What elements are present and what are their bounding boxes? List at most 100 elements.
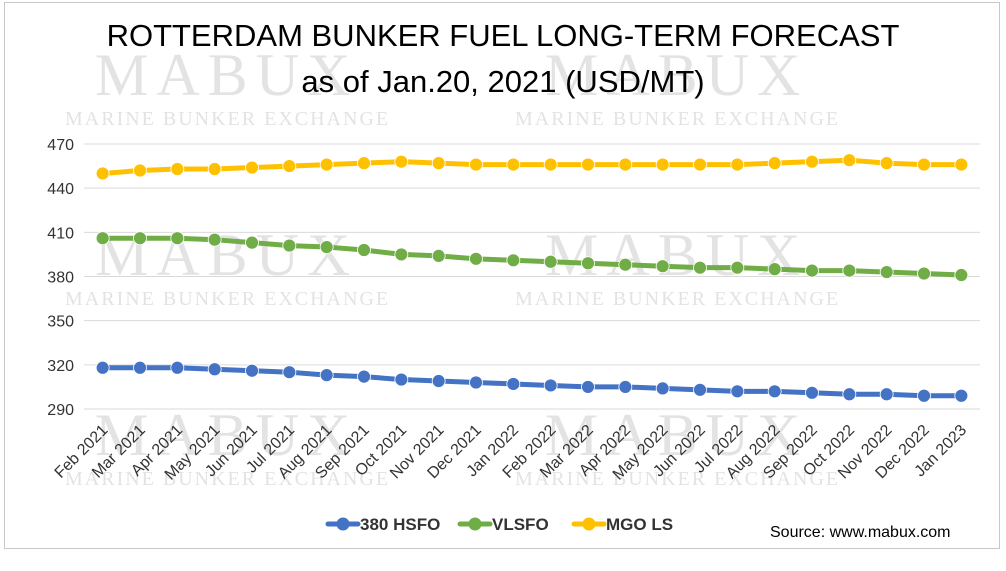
data-point-vlsfo [618, 257, 633, 272]
data-point-vlsfo [207, 232, 222, 247]
data-point-380-hsfo [618, 380, 633, 394]
data-point-mgo-ls [693, 157, 707, 172]
y-tick-label: 410 [47, 225, 74, 242]
data-point-380-hsfo [730, 384, 745, 399]
y-tick-label: 440 [47, 181, 74, 198]
data-point-mgo-ls [357, 156, 371, 171]
y-tick-label: 380 [47, 270, 74, 287]
data-point-380-hsfo [207, 362, 222, 377]
legend-label-vlsfo: VLSFO [492, 515, 549, 534]
data-point-vlsfo [133, 231, 147, 246]
data-point-vlsfo [730, 260, 745, 275]
y-tick-label: 290 [47, 402, 74, 419]
chart-title-line1: ROTTERDAM BUNKER FUEL LONG-TERM FORECAST [106, 18, 900, 53]
data-point-mgo-ls [319, 157, 334, 172]
data-point-mgo-ls [506, 157, 521, 172]
data-point-mgo-ls [245, 160, 259, 175]
data-point-mgo-ls [394, 154, 409, 169]
data-point-380-hsfo [319, 368, 334, 383]
data-point-mgo-ls [805, 154, 819, 169]
data-point-380-hsfo [245, 363, 259, 378]
data-point-vlsfo [954, 268, 969, 282]
data-point-mgo-ls [95, 166, 110, 181]
watermark-tagline: MARINE BUNKER EXCHANGE [515, 468, 840, 490]
data-point-mgo-ls [730, 157, 745, 172]
data-point-vlsfo [506, 253, 521, 268]
data-point-mgo-ls [282, 159, 297, 173]
data-point-vlsfo [95, 231, 110, 246]
data-point-380-hsfo [655, 381, 670, 396]
legend-label-380-hsfo: 380 HSFO [360, 515, 440, 534]
data-point-380-hsfo [282, 365, 297, 380]
data-point-mgo-ls [917, 157, 931, 172]
data-point-vlsfo [581, 256, 595, 271]
data-point-vlsfo [842, 263, 857, 278]
legend-marker-vlsfo [468, 517, 482, 531]
y-tick-label: 320 [47, 358, 74, 375]
data-point-mgo-ls [170, 162, 185, 176]
watermark-tagline: MARINE BUNKER EXCHANGE [65, 468, 390, 490]
data-point-380-hsfo [469, 375, 483, 390]
watermark-tagline: MARINE BUNKER EXCHANGE [65, 108, 390, 130]
y-tick-label: 350 [47, 314, 74, 331]
series-line-380-hsfo [102, 365, 962, 399]
legend-marker-380-hsfo [336, 517, 350, 531]
data-point-380-hsfo [133, 360, 147, 375]
data-point-380-hsfo [394, 372, 409, 387]
data-point-380-hsfo [543, 378, 558, 393]
data-point-vlsfo [543, 254, 558, 269]
data-point-380-hsfo [842, 387, 857, 402]
data-point-vlsfo [767, 262, 782, 277]
watermark-tagline: MARINE BUNKER EXCHANGE [65, 288, 390, 310]
data-point-380-hsfo [879, 387, 894, 402]
data-point-380-hsfo [767, 384, 782, 399]
data-point-vlsfo [805, 263, 819, 278]
data-point-mgo-ls [543, 157, 558, 172]
data-point-mgo-ls [469, 157, 483, 172]
data-point-vlsfo [693, 260, 707, 275]
watermark-brand: MABUX [95, 42, 358, 108]
series-layer [95, 153, 969, 403]
data-point-mgo-ls [207, 162, 222, 176]
data-point-vlsfo [170, 231, 185, 246]
chart-title-line2: as of Jan.20, 2021 (USD/MT) [301, 64, 705, 99]
data-point-vlsfo [655, 259, 670, 274]
data-point-vlsfo [282, 238, 297, 253]
data-point-380-hsfo [506, 377, 521, 391]
y-tick-label: 470 [47, 137, 74, 154]
watermark-tagline: MARINE BUNKER EXCHANGE [515, 288, 840, 310]
data-point-vlsfo [357, 243, 371, 257]
data-point-vlsfo [394, 247, 409, 262]
data-point-380-hsfo [917, 388, 931, 403]
watermark-brand: MABUX [545, 402, 808, 468]
data-point-380-hsfo [431, 374, 446, 388]
data-point-mgo-ls [581, 157, 595, 172]
legend-label-mgo-ls: MGO LS [606, 515, 673, 534]
chart-frame [4, 2, 1000, 549]
data-point-380-hsfo [95, 360, 110, 375]
series-line-mgo-ls [102, 157, 962, 176]
source-note: Source: www.mabux.com [770, 524, 951, 541]
data-point-380-hsfo [954, 388, 969, 403]
data-point-mgo-ls [842, 153, 857, 168]
legend-marker-mgo-ls [582, 517, 596, 531]
data-point-mgo-ls [879, 156, 894, 171]
data-point-380-hsfo [581, 380, 595, 394]
data-point-380-hsfo [357, 369, 371, 384]
data-point-mgo-ls [431, 156, 446, 171]
data-point-mgo-ls [655, 157, 670, 172]
data-point-380-hsfo [170, 360, 185, 375]
data-point-mgo-ls [133, 163, 147, 178]
data-point-380-hsfo [805, 385, 819, 400]
legend: 380 HSFO VLSFO MGO LS [325, 515, 673, 534]
data-point-vlsfo [431, 248, 446, 263]
data-point-vlsfo [879, 265, 894, 279]
data-point-vlsfo [469, 251, 483, 266]
y-axis: 290 320 350 380 410 440 470 [47, 137, 74, 419]
data-point-mgo-ls [954, 157, 969, 172]
watermark-brand: MABUX [95, 402, 358, 468]
watermark-tagline: MARINE BUNKER EXCHANGE [515, 108, 840, 130]
data-point-vlsfo [917, 266, 931, 281]
watermark-brand: MABUX [545, 42, 808, 108]
